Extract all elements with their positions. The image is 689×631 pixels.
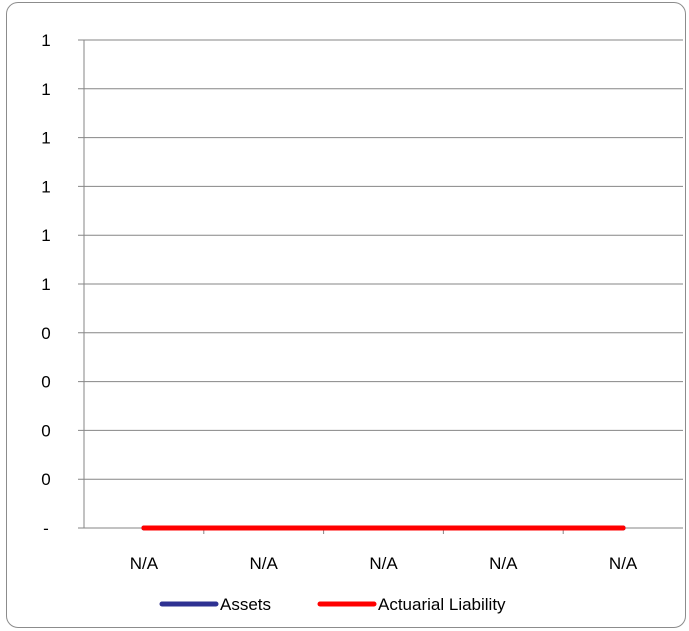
y-tick-label: 1 <box>41 31 50 50</box>
legend: Assets Actuarial Liability <box>159 595 506 614</box>
y-tick-label: 0 <box>41 470 50 489</box>
y-axis-tick-labels: - 0 0 0 0 1 1 1 1 1 1 <box>41 31 50 538</box>
x-axis-tick-labels: N/A N/A N/A N/A N/A <box>130 554 638 573</box>
axes <box>83 40 564 534</box>
y-tick-label: 1 <box>41 177 50 196</box>
y-tick-label: 1 <box>41 80 50 99</box>
y-tick-label: 0 <box>41 421 50 440</box>
y-tick-label: 0 <box>41 373 50 392</box>
legend-label-actuarial-liability: Actuarial Liability <box>378 595 506 614</box>
y-tick-label: 0 <box>41 324 50 343</box>
x-tick-label: N/A <box>609 554 638 573</box>
x-tick-label: N/A <box>489 554 518 573</box>
chart-frame <box>6 2 686 628</box>
x-tick-label: N/A <box>369 554 398 573</box>
x-tick-label: N/A <box>130 554 159 573</box>
legend-label-assets: Assets <box>220 595 271 614</box>
y-tick-label: 1 <box>41 275 50 294</box>
y-tick-label: 1 <box>41 226 50 245</box>
x-tick-label: N/A <box>250 554 279 573</box>
gridlines <box>78 39 683 529</box>
y-tick-label: - <box>43 519 49 538</box>
y-tick-label: 1 <box>41 129 50 148</box>
